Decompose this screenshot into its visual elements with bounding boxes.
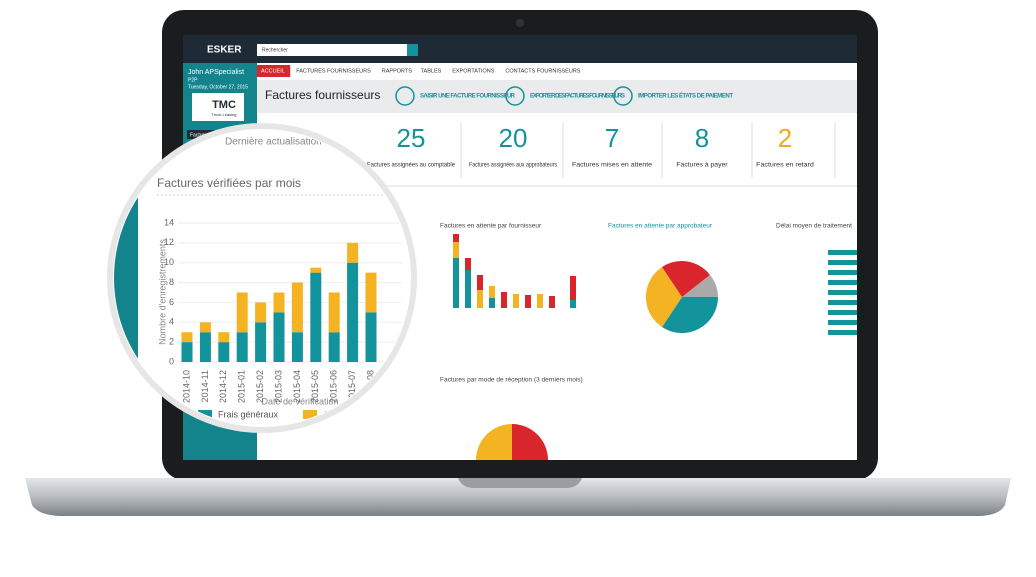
legend-label: Frais généraux [218, 409, 279, 419]
user-date: Tuesday, October 27, 2015 [188, 84, 248, 90]
y-tick-label: 14 [164, 217, 174, 227]
bar [218, 332, 230, 343]
laptop-base [25, 478, 1011, 516]
action-label[interactable]: IMPORTER LES ÉTATS DE PAIEMENT [638, 92, 733, 100]
mini-hbar [828, 250, 857, 335]
mini-pie-2 [476, 424, 548, 460]
x-tick-label: 2015-07 [347, 370, 357, 403]
y-tick-label: 2 [169, 337, 174, 347]
x-axis-label: Date de vérification [261, 396, 338, 406]
y-axis-label: Nombre d'enregistrements [157, 239, 167, 345]
bar [181, 342, 193, 362]
legend-swatch [303, 410, 317, 419]
nav-tab[interactable]: FACTURES FOURNISSEURS [296, 68, 371, 74]
bar [255, 322, 267, 362]
action-label[interactable]: EXPORTER DES FACTURES FOURNISSEURS [530, 94, 625, 100]
bar [365, 312, 377, 362]
x-tick-label: 2014-10 [181, 370, 191, 403]
action-icon [505, 86, 525, 106]
kpi-value: 2 [778, 123, 792, 153]
action-icon [613, 86, 633, 106]
bar [328, 332, 340, 362]
chart-title: Factures vérifiées par mois [157, 176, 301, 190]
bar [199, 332, 211, 362]
bar [310, 272, 322, 362]
y-tick-label: 6 [169, 297, 174, 307]
nav-tab[interactable]: CONTACTS FOURNISSEURS [505, 68, 580, 74]
search-placeholder: Rechercher [262, 47, 288, 53]
y-tick-label: 0 [169, 356, 174, 366]
nav-tab[interactable]: ACCUEIL [261, 68, 285, 74]
search-box[interactable] [257, 44, 407, 56]
bar [273, 292, 285, 313]
x-tick-label: 2015-05 [310, 370, 320, 403]
kpi-value: 20 [499, 123, 528, 153]
action-label[interactable]: SAISIR UNE FACTURE FOURNISSEUR [420, 94, 516, 100]
x-tick-label: 2015-02 [255, 370, 265, 403]
user-name: John APSpecialist [188, 69, 244, 76]
bar [218, 342, 230, 362]
bar [347, 242, 359, 263]
y-tick-label: 12 [164, 237, 174, 247]
nav-tab[interactable]: TABLES [421, 68, 442, 74]
company: TMC [212, 99, 236, 111]
nav-active [257, 65, 291, 77]
nav-tab[interactable]: RAPPORTS [382, 68, 412, 74]
mini-bar-chart [453, 234, 576, 308]
bar [291, 332, 303, 362]
x-tick-label: 2014-11 [200, 370, 210, 402]
x-tick-label: 2014-12 [218, 370, 228, 403]
search-button[interactable] [407, 44, 418, 56]
kpi-label: Factures mises en attente [572, 162, 652, 169]
logo: ESKER [207, 45, 242, 56]
y-tick-label: 4 [169, 317, 174, 327]
camera [516, 19, 524, 27]
title-band [257, 80, 857, 113]
kpi-label: Factures assignées aux approbateurs [469, 162, 558, 169]
magnified-sidebar [114, 130, 138, 426]
x-tick-label: 2015-03 [273, 370, 283, 403]
kpi-value: 7 [605, 123, 619, 153]
bar [255, 302, 267, 323]
action-icon [395, 86, 415, 106]
y-tick-label: 10 [164, 257, 174, 267]
bar [199, 322, 211, 333]
bar [236, 292, 248, 333]
panel-title: Factures par mode de réception (3 dernie… [440, 377, 583, 384]
page-title: Factures fournisseurs [265, 88, 380, 102]
bar [181, 332, 193, 343]
notch [458, 478, 582, 488]
kpi-label: Factures assignées au comptable [367, 162, 455, 169]
panel-title: Délai moyen de traitement [776, 223, 852, 230]
x-tick-label: 2015-04 [292, 370, 302, 403]
kpi-label: Factures en retard [756, 162, 814, 169]
user-role: P2P [188, 77, 198, 83]
panel-title: Factures en attente par approbateur [608, 223, 713, 230]
bar [291, 282, 303, 333]
company-sub: Truck Leasing [212, 112, 237, 117]
bar [365, 272, 377, 313]
bar [310, 267, 322, 273]
bar [347, 262, 359, 362]
company-logo [192, 93, 244, 121]
panel-title: Factures en attente par fournisseur [440, 223, 542, 230]
mini-pie [645, 260, 719, 334]
bar [273, 312, 285, 362]
nav-tab[interactable]: EXPORTATIONS [452, 68, 495, 74]
x-tick-label: 2015-06 [329, 370, 339, 403]
bar [236, 332, 248, 362]
kpi-label: Factures à payer [676, 162, 728, 169]
refresh-label: Dernière actualisation [225, 137, 322, 148]
legend-swatch [198, 410, 212, 419]
x-tick-label: 2015-01 [237, 370, 247, 403]
bar [328, 292, 340, 333]
kpi-value: 8 [695, 123, 709, 153]
kpi-value: 25 [397, 123, 426, 153]
y-tick-label: 8 [169, 277, 174, 287]
